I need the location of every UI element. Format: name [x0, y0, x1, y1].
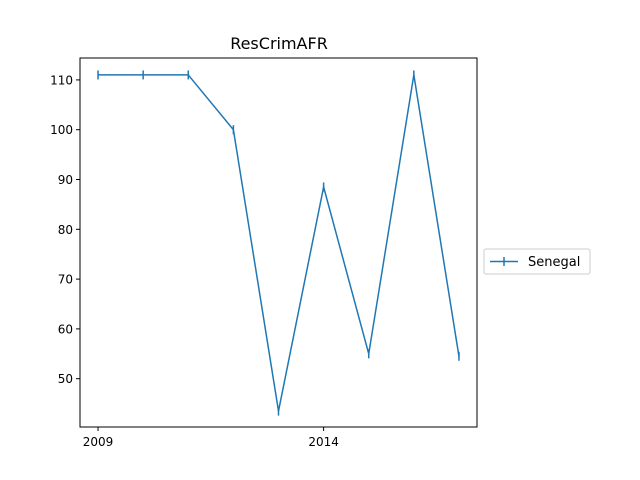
y-tick-label: 100	[50, 123, 73, 137]
y-axis: 50 60 70 80 90 100 110	[50, 73, 80, 386]
legend-label-senegal: Senegal	[528, 255, 580, 270]
series-line-senegal	[98, 74, 460, 412]
y-tick-label: 110	[50, 73, 73, 87]
chart-title: ResCrimAFR	[230, 34, 328, 53]
x-tick-label: 2009	[83, 435, 114, 449]
plot-frame	[79, 57, 478, 428]
x-tick-label: 2014	[308, 435, 339, 449]
legend: Senegal	[483, 248, 591, 275]
x-axis: 2009 2014	[83, 427, 339, 449]
y-tick-label: 70	[58, 273, 73, 287]
y-tick-label: 50	[58, 372, 73, 386]
y-tick-label: 90	[58, 173, 73, 187]
y-tick-label: 60	[58, 322, 73, 336]
legend-box	[483, 248, 591, 275]
y-tick-label: 80	[58, 223, 73, 237]
plot-area	[97, 70, 460, 416]
